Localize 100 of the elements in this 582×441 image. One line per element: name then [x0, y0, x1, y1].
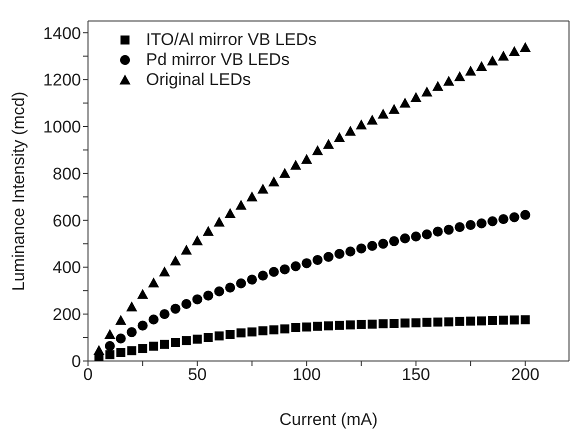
- point: [422, 229, 432, 240]
- point: [247, 327, 256, 336]
- y-tick-label: 800: [52, 164, 81, 184]
- point: [312, 145, 324, 156]
- point: [476, 60, 488, 71]
- point: [324, 321, 333, 330]
- point: [236, 200, 247, 210]
- point: [498, 214, 508, 224]
- point: [312, 254, 323, 265]
- point: [138, 320, 148, 331]
- point: [378, 319, 388, 328]
- point: [378, 238, 388, 249]
- point: [389, 236, 400, 246]
- y-tick-label: 1000: [43, 118, 81, 137]
- point: [422, 318, 432, 327]
- point: [159, 266, 170, 276]
- point: [486, 55, 498, 66]
- point: [126, 327, 137, 338]
- point: [510, 315, 519, 324]
- point: [279, 168, 290, 178]
- point: [137, 288, 148, 299]
- point: [258, 326, 268, 336]
- point: [498, 316, 508, 325]
- point: [203, 290, 214, 301]
- point: [225, 282, 236, 293]
- point: [410, 231, 421, 242]
- point: [432, 226, 443, 237]
- point: [334, 132, 345, 142]
- point: [160, 340, 170, 349]
- point: [127, 346, 136, 356]
- point: [148, 314, 159, 324]
- point: [192, 334, 202, 344]
- point: [181, 299, 192, 310]
- point: [104, 340, 115, 351]
- point: [520, 315, 530, 324]
- point: [170, 338, 180, 347]
- point: [126, 301, 138, 312]
- point: [302, 258, 312, 268]
- y-tick-label: 600: [52, 211, 81, 230]
- point: [454, 222, 465, 232]
- point: [444, 317, 454, 326]
- point: [454, 71, 466, 82]
- point: [323, 138, 334, 149]
- point: [356, 320, 366, 329]
- point: [366, 114, 378, 125]
- point: [455, 316, 464, 326]
- point: [302, 322, 312, 332]
- point: [214, 331, 224, 340]
- point: [246, 274, 257, 285]
- legend-label: ITO/Al mirror VB LEDs: [146, 30, 317, 49]
- point: [488, 316, 497, 325]
- point: [498, 50, 509, 61]
- point: [509, 212, 520, 222]
- point: [421, 86, 432, 97]
- point: [345, 246, 356, 256]
- point: [280, 324, 290, 334]
- point: [202, 226, 214, 236]
- point: [246, 191, 258, 202]
- x-tick-label: 0: [83, 365, 93, 384]
- point: [204, 333, 213, 342]
- point: [93, 344, 104, 355]
- point: [390, 318, 399, 328]
- point: [170, 255, 181, 266]
- point: [115, 314, 126, 325]
- point: [432, 80, 444, 91]
- point: [334, 320, 344, 330]
- point: [148, 277, 160, 288]
- point: [105, 350, 114, 360]
- point: [192, 294, 202, 304]
- point: [257, 184, 268, 194]
- point: [433, 318, 442, 327]
- legend-label: Original LEDs: [146, 70, 251, 89]
- point: [444, 224, 454, 235]
- point: [466, 220, 476, 230]
- point: [388, 104, 400, 114]
- point: [214, 216, 225, 227]
- point: [104, 329, 116, 340]
- point: [258, 270, 268, 281]
- point: [520, 42, 531, 52]
- point: [520, 210, 530, 220]
- point: [356, 119, 367, 130]
- point: [268, 266, 279, 277]
- point: [268, 176, 280, 186]
- y-tick-label: 200: [52, 305, 81, 324]
- point: [411, 318, 420, 328]
- point: [182, 336, 191, 346]
- point: [508, 46, 520, 56]
- point: [410, 92, 422, 102]
- point: [466, 316, 476, 326]
- point: [116, 348, 126, 358]
- point: [269, 325, 278, 334]
- point: [443, 76, 454, 86]
- x-tick-label: 200: [511, 365, 540, 384]
- y-tick-label: 400: [52, 258, 81, 278]
- y-tick-label: 1400: [43, 24, 81, 43]
- point: [180, 244, 192, 255]
- point: [224, 208, 236, 218]
- point: [346, 320, 355, 330]
- point: [400, 233, 410, 244]
- y-axis-title: Luminance Intensity (mcd): [9, 92, 28, 291]
